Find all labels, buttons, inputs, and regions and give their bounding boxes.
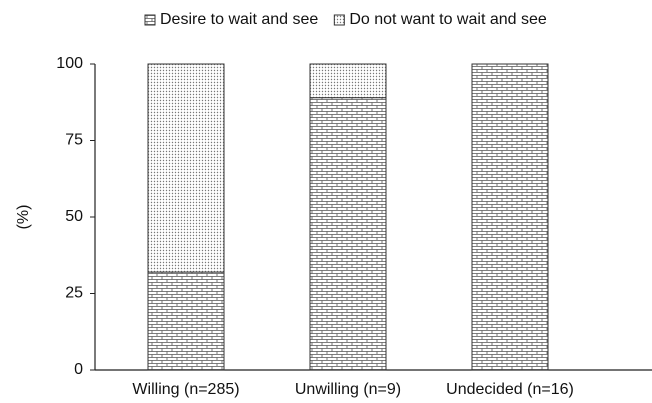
x-tick-label: Undecided (n=16) [446, 381, 574, 398]
bar-segment [309, 63, 387, 99]
bar-segment [147, 63, 225, 273]
y-tick-label: 75 [65, 132, 83, 149]
x-tick-label: Willing (n=285) [132, 381, 239, 398]
y-axis-label: (%) [15, 205, 32, 230]
y-tick-label: 100 [56, 55, 83, 72]
bar-segment [471, 63, 549, 371]
legend-label: Desire to wait and see [160, 11, 318, 28]
x-tick-label: Unwilling (n=9) [295, 381, 401, 398]
y-tick-label: 0 [74, 361, 83, 378]
legend-swatch [333, 14, 345, 26]
legend-swatch [144, 14, 156, 26]
y-tick-label: 50 [65, 208, 83, 225]
y-tick-label: 25 [65, 285, 83, 302]
bar-segment [309, 97, 387, 371]
bar-segment [147, 271, 225, 371]
legend-label: Do not want to wait and see [349, 11, 547, 28]
